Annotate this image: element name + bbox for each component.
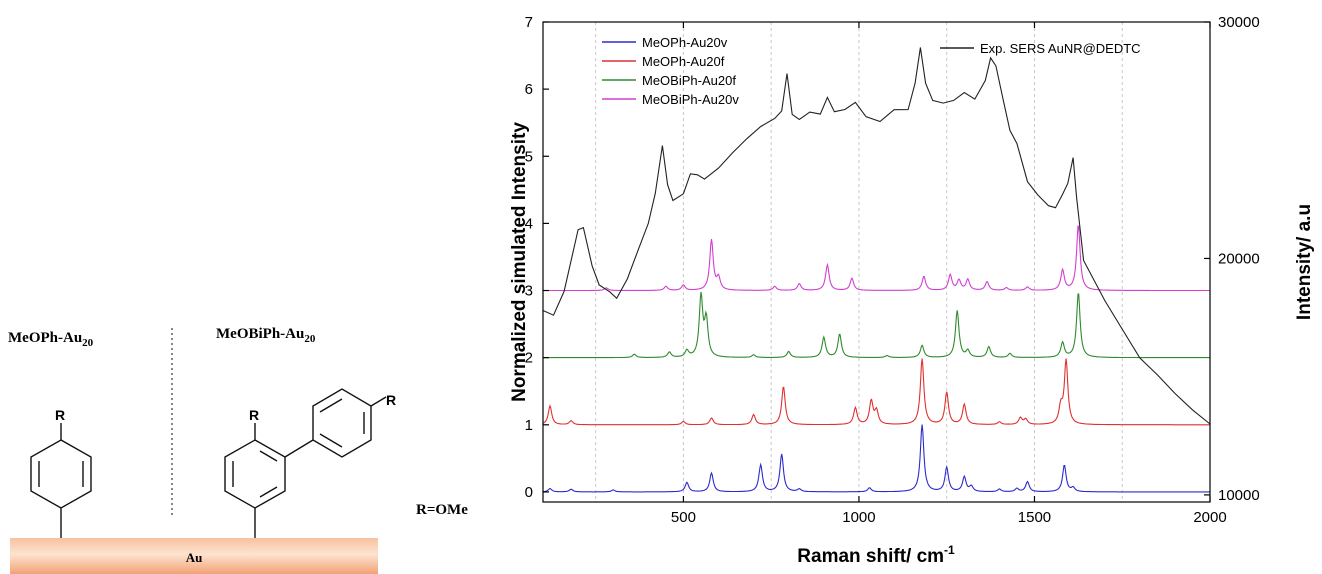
y-right-tick-label: 10000 [1218,487,1260,504]
gold-surface-label: Au [186,550,203,565]
substituent-r-ring2: R [386,392,396,408]
r-definition: R=OMe [416,502,468,518]
series-line [543,291,1210,359]
x-tick-label: 1000 [842,509,875,526]
y-tick-label: 5 [525,148,533,165]
x-tick-label: 2000 [1193,509,1226,526]
substituent-r-left: R [55,407,65,423]
x-axis-label: Raman shift/ cm-1 [797,543,955,567]
molecule-scheme: MeOPh-Au20 MeOBiPh-Au20 R R R R=OMe Au [8,326,468,574]
series-line [543,424,1210,493]
legend-simulated: MeOPh-Au20v MeOPh-Au20f MeOBiPh-Au20f MeOBi… [602,35,739,107]
y-tick-label: 0 [525,484,533,501]
y-tick-label: 6 [525,81,533,98]
y-tick-label: 7 [525,14,533,31]
legend-entry: MeOBiPh-Au20v [642,92,739,107]
y-right-tick-label: 20000 [1218,250,1260,267]
y-axis-right-label: Intensity/ a.u [1294,204,1315,320]
legend-entry: MeOBiPh-Au20f [642,73,736,88]
y-tick-label: 4 [525,215,533,232]
legend-entry: MeOPh-Au20v [642,35,728,50]
x-tick-label: 1500 [1018,509,1051,526]
legend-experimental: Exp. SERS AuNR@DEDTC [940,41,1141,56]
x-tick-label: 500 [671,509,696,526]
meobiph-molecule [224,388,387,538]
meoph-au20-label: MeOPh-Au20 [8,330,94,349]
legend-entry: MeOPh-Au20f [642,54,725,69]
series-line [542,47,1211,425]
y-tick-label: 2 [525,350,533,367]
plot-frame [542,21,1211,503]
y-right-tick-label: 30000 [1218,14,1260,31]
y-tick-label: 3 [525,283,533,300]
gold-surface [10,538,378,574]
y-tick-label: 1 [525,417,533,434]
vertical-gridlines [595,22,1123,502]
meoph-molecule [30,423,92,538]
y-axis-label: Normalized simulated Intensity [509,122,530,402]
legend-entry: Exp. SERS AuNR@DEDTC [980,41,1141,56]
meobiph-au20-label: MeOBiPh-Au20 [216,326,316,345]
substituent-r-ring1: R [249,407,259,423]
series-line [542,358,1210,426]
series-layer [542,47,1211,493]
